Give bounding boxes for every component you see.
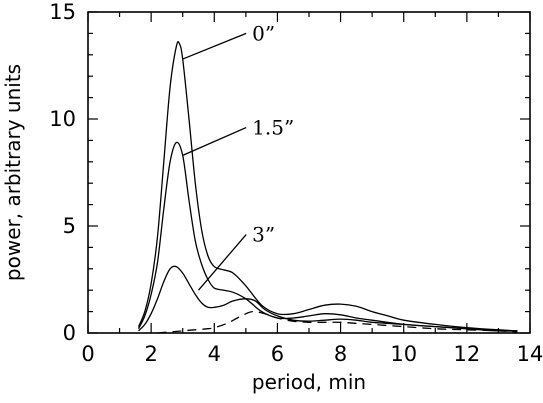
tick-labels: 0 2 4 6 8 10 12 14 0 5 10 15: [49, 0, 543, 366]
x-tick-label: 10: [390, 342, 417, 366]
x-tick-label: 14: [517, 342, 543, 366]
x-tick-label: 2: [144, 342, 157, 366]
series-line-1: [137, 141, 518, 332]
x-axis-label: period, min: [252, 370, 366, 394]
axes-frame: [87, 11, 531, 334]
x-tick-label: 6: [271, 342, 284, 366]
tick-marks: [87, 11, 531, 334]
series-layer: [137, 41, 518, 334]
annotation-leader-1: [182, 126, 247, 156]
y-tick-label: 0: [63, 321, 76, 345]
plot-area: 0 2 4 6 8 10 12 14 0 5 10 15 0” 1.5” 3”: [49, 0, 543, 366]
annotation-layer: 0” 1.5” 3”: [182, 21, 294, 291]
annotation-label-2: 3”: [252, 223, 275, 247]
y-tick-label: 10: [49, 107, 76, 131]
annotation-label-1: 1.5”: [252, 116, 294, 140]
y-tick-label: 15: [49, 0, 76, 24]
x-tick-label: 12: [453, 342, 480, 366]
series-line-2: [138, 265, 518, 332]
y-tick-label: 5: [63, 214, 76, 238]
annotation-leader-2: [198, 234, 247, 291]
x-tick-label: 8: [334, 342, 347, 366]
x-tick-label: 4: [208, 342, 221, 366]
annotation-leader-0: [182, 32, 247, 60]
series-line-0: [137, 41, 518, 332]
x-tick-label: 0: [81, 342, 94, 366]
y-axis-label: power, arbitrary units: [1, 64, 25, 281]
annotation-label-0: 0”: [252, 21, 275, 45]
